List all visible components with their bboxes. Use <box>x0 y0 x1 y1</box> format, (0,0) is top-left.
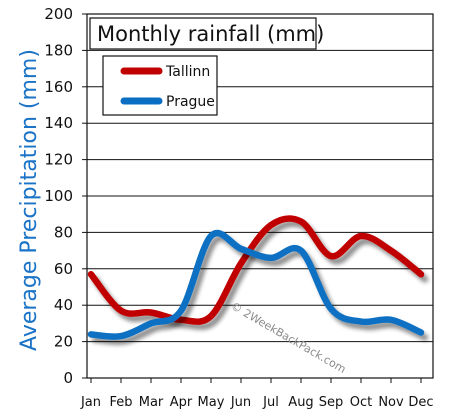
legend-label-prague: Prague <box>166 94 215 110</box>
x-tick-label: Apr <box>170 395 193 410</box>
y-tick-label: 40 <box>54 296 73 314</box>
title-box <box>89 17 317 50</box>
y-tick-label: 20 <box>54 333 73 351</box>
x-tick-label: Feb <box>109 395 132 410</box>
x-tick-labels: Jan Feb Mar Apr May Jun Jul Aug Sep Oct Nov Dec <box>80 395 434 410</box>
y-tick-label: 160 <box>44 78 73 96</box>
series-lines <box>87 215 425 340</box>
chart-title: Monthly rainfall (mm) <box>97 22 324 46</box>
y-tick-label: 0 <box>63 369 73 387</box>
x-tick-label: Mar <box>139 395 164 410</box>
y-tick-label: 200 <box>44 5 73 23</box>
y-tick-label: 80 <box>54 223 73 241</box>
y-tick-label: 60 <box>54 260 73 278</box>
series-line-tallinn <box>87 215 425 325</box>
x-tick-label: Sep <box>319 395 344 410</box>
y-tick-labels: 0 20 40 60 80 100 120 140 160 180 200 <box>44 5 73 387</box>
y-tick-label: 100 <box>44 187 73 205</box>
grid-lines <box>82 13 433 383</box>
series-line-prague <box>87 229 425 340</box>
y-tick-label: 180 <box>44 41 73 59</box>
x-tick-label: May <box>198 395 225 410</box>
legend: Tallinn Prague <box>120 64 215 110</box>
x-tick-label: Dec <box>408 395 433 410</box>
y-axis-label: Average Precipitation (mm) <box>17 49 42 351</box>
legend-label-tallinn: Tallinn <box>165 64 210 80</box>
y-tick-label: 140 <box>44 114 73 132</box>
y-tick-label: 120 <box>44 151 73 169</box>
legend-box <box>102 55 218 116</box>
x-tick-label: Aug <box>288 395 313 410</box>
x-tick-label: Oct <box>350 395 372 410</box>
x-tick-label: Jan <box>80 395 101 410</box>
x-tick-label: Jul <box>262 395 279 410</box>
x-tick-label: Nov <box>378 395 404 410</box>
x-tick-label: Jun <box>230 395 251 410</box>
